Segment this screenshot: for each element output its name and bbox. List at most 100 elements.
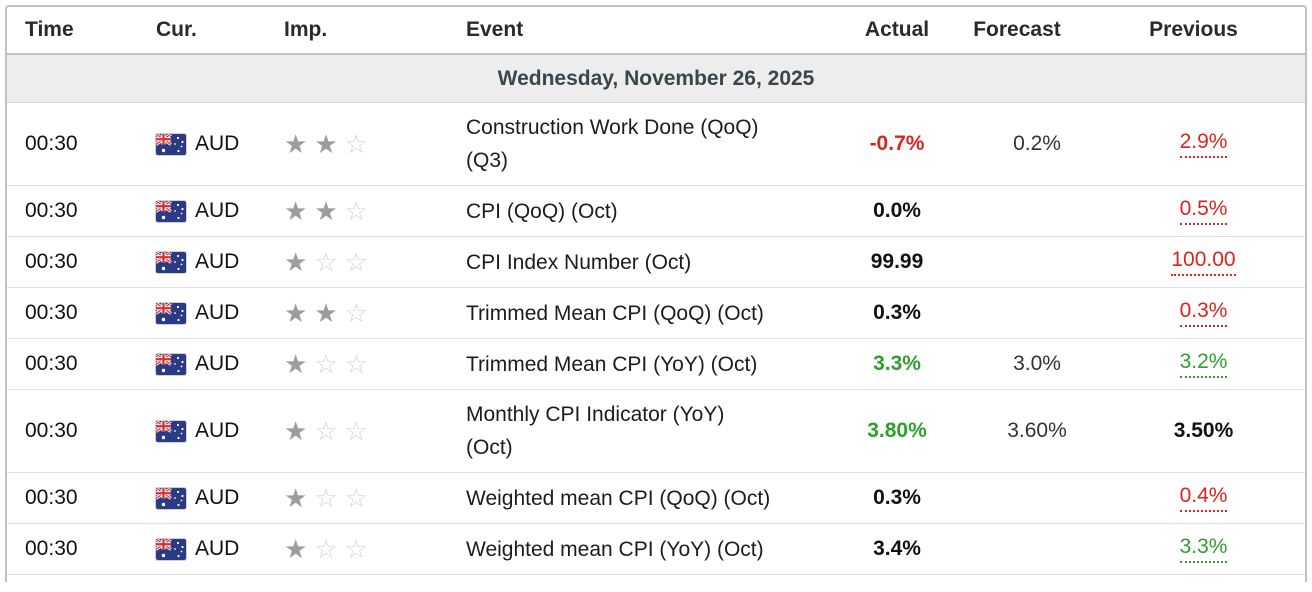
star-empty-icon: ☆: [344, 128, 368, 159]
forecast-cell: [952, 301, 1082, 325]
event-row: 00:30 AUD ★ ★ ☆: [7, 287, 1305, 338]
event-link[interactable]: Monthly CPI Indicator (YoY): [466, 403, 725, 426]
previous-value: 3.50%: [1173, 419, 1234, 442]
star-filled-icon: ★: [314, 297, 338, 328]
previous-value: 0.5%: [1179, 197, 1228, 225]
event-row: 00:30 AUD ★ ★ ☆: [7, 185, 1305, 236]
australia-flag-icon: [156, 302, 186, 324]
australia-flag-icon: [156, 420, 186, 442]
forecast-cell: [952, 250, 1082, 274]
star-empty-icon: ☆: [344, 482, 368, 513]
australia-flag-icon: [156, 133, 186, 155]
currency-cell: AUD: [142, 132, 272, 156]
currency-code: AUD: [195, 199, 240, 222]
importance-cell: ★ ★ ☆: [272, 300, 452, 327]
star-filled-icon: ★: [314, 195, 338, 226]
previous-cell: 3.2%: [1082, 350, 1305, 378]
actual-value: 0.0%: [873, 199, 921, 222]
event-link-line2[interactable]: (Q3): [466, 149, 508, 172]
importance-stars: ★ ★ ☆: [284, 198, 368, 224]
star-filled-icon: ★: [284, 297, 308, 328]
importance-stars: ★ ☆ ☆: [284, 249, 368, 275]
previous-cell: 3.3%: [1082, 535, 1305, 563]
event-link[interactable]: Trimmed Mean CPI (YoY) (Oct): [466, 352, 758, 376]
event-link-line2[interactable]: (Oct): [466, 436, 513, 459]
actual-value: 3.4%: [873, 537, 921, 560]
actual-value: 99.99: [870, 250, 924, 273]
forecast-value: 0.2%: [1013, 132, 1061, 155]
event-cell: Weighted mean CPI (QoQ) (Oct): [452, 482, 842, 515]
economic-calendar-table: Time Cur. Imp. Event Actual Forecast Pre…: [5, 5, 1307, 582]
time-cell: 00:30: [25, 486, 78, 509]
actual-value: -0.7%: [869, 132, 925, 155]
currency-code: AUD: [195, 419, 240, 442]
event-row: 00:30 AUD ★ ☆ ☆: [7, 236, 1305, 287]
previous-cell: 0.4%: [1082, 484, 1305, 512]
importance-stars: ★ ☆ ☆: [284, 351, 368, 377]
star-empty-icon: ☆: [314, 482, 338, 513]
actual-value: 3.3%: [873, 352, 921, 375]
actual-cell: 0.0%: [842, 199, 952, 223]
event-cell: Trimmed Mean CPI (QoQ) (Oct): [452, 297, 842, 330]
currency-cell: AUD: [142, 352, 272, 376]
column-header-importance: Imp.: [284, 18, 328, 41]
forecast-cell: [952, 199, 1082, 223]
event-link[interactable]: Weighted mean CPI (QoQ) (Oct): [466, 486, 771, 510]
previous-cell: 2.9%: [1082, 130, 1305, 158]
star-empty-icon: ☆: [314, 246, 338, 277]
currency-cell: AUD: [142, 250, 272, 274]
star-filled-icon: ★: [284, 246, 308, 277]
importance-cell: ★ ★ ☆: [272, 131, 452, 158]
event-link[interactable]: CPI Index Number (Oct): [466, 250, 692, 274]
table-header-row: Time Cur. Imp. Event Actual Forecast Pre…: [7, 7, 1305, 55]
previous-value: 0.4%: [1179, 484, 1228, 512]
star-empty-icon: ☆: [344, 348, 368, 379]
importance-cell: ★ ☆ ☆: [272, 351, 452, 378]
currency-code: AUD: [195, 537, 240, 560]
previous-value: 100.00: [1171, 248, 1236, 276]
previous-cell: 100.00: [1082, 248, 1305, 276]
actual-cell: 0.3%: [842, 486, 952, 510]
currency-cell: AUD: [142, 486, 272, 510]
actual-cell: 3.80%: [842, 419, 952, 443]
australia-flag-icon: [156, 353, 186, 375]
next-row-partial: [7, 574, 1305, 582]
date-separator-row: Wednesday, November 26, 2025: [7, 55, 1305, 103]
star-empty-icon: ☆: [314, 415, 338, 446]
time-cell: 00:30: [25, 132, 78, 155]
column-header-forecast: Forecast: [973, 18, 1061, 41]
time-cell: 00:30: [25, 352, 78, 375]
event-cell: Monthly CPI Indicator (YoY) (Oct): [452, 398, 842, 464]
currency-cell: AUD: [142, 199, 272, 223]
star-filled-icon: ★: [284, 348, 308, 379]
column-header-event: Event: [466, 18, 524, 41]
actual-cell: 99.99: [842, 250, 952, 274]
star-empty-icon: ☆: [344, 297, 368, 328]
star-filled-icon: ★: [314, 128, 338, 159]
importance-cell: ★ ★ ☆: [272, 198, 452, 225]
actual-value: 0.3%: [873, 301, 921, 324]
event-link[interactable]: Construction Work Done (QoQ): [466, 116, 759, 139]
column-header-previous: Previous: [1149, 18, 1238, 41]
event-link[interactable]: CPI (QoQ) (Oct): [466, 199, 618, 223]
event-link[interactable]: Trimmed Mean CPI (QoQ) (Oct): [466, 301, 764, 325]
actual-cell: 0.3%: [842, 301, 952, 325]
forecast-cell: 3.0%: [952, 352, 1082, 376]
event-cell: CPI Index Number (Oct): [452, 246, 842, 279]
australia-flag-icon: [156, 200, 186, 222]
event-cell: Trimmed Mean CPI (YoY) (Oct): [452, 348, 842, 381]
event-row: 00:30 AUD ★ ☆ ☆: [7, 338, 1305, 389]
star-filled-icon: ★: [284, 533, 308, 564]
previous-cell: 0.5%: [1082, 197, 1305, 225]
currency-code: AUD: [195, 352, 240, 375]
event-cell: CPI (QoQ) (Oct): [452, 195, 842, 228]
event-rows-container: 00:30 AUD ★ ★ ☆: [7, 103, 1305, 574]
event-row: 00:30 AUD ★ ☆ ☆: [7, 472, 1305, 523]
currency-code: AUD: [195, 486, 240, 509]
star-filled-icon: ★: [284, 482, 308, 513]
time-cell: 00:30: [25, 199, 78, 222]
event-link[interactable]: Weighted mean CPI (YoY) (Oct): [466, 537, 764, 561]
australia-flag-icon: [156, 487, 186, 509]
forecast-cell: 0.2%: [952, 132, 1082, 156]
previous-value: 0.3%: [1179, 299, 1228, 327]
